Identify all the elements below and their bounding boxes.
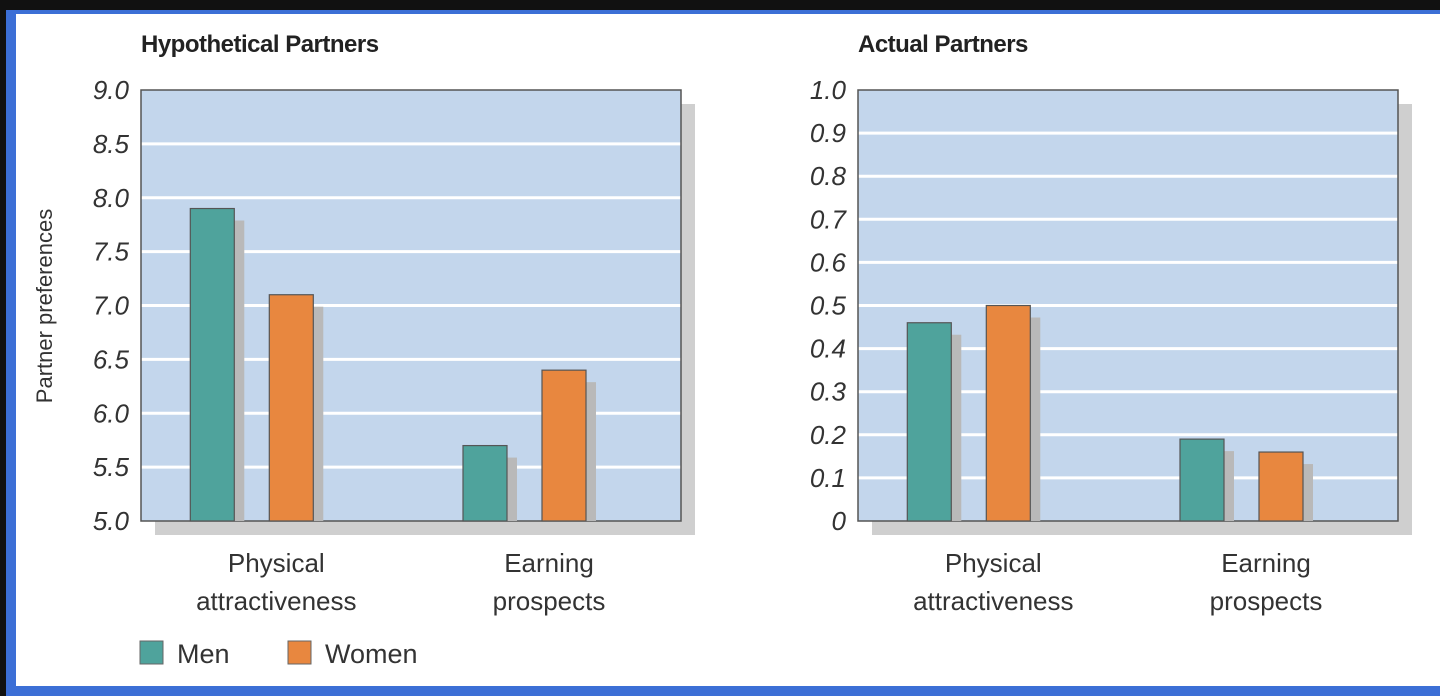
y-tick-label: 0.9 <box>810 118 846 148</box>
y-tick-label: 1.0 <box>810 75 847 105</box>
bar-men <box>189 207 235 522</box>
bar-women <box>268 294 314 522</box>
y-tick-label: 0.8 <box>810 161 847 191</box>
y-tick-label: 0.3 <box>810 377 847 407</box>
y-tick-label: 9.0 <box>93 75 130 105</box>
chart-title: Hypothetical Partners <box>141 31 379 58</box>
x-category-label: attractiveness <box>913 586 1073 616</box>
x-category-label: attractiveness <box>196 586 356 616</box>
y-axis-label: Partner preferences <box>32 209 57 403</box>
plot-border <box>140 89 682 522</box>
y-tick-label: 5.5 <box>93 452 130 482</box>
y-tick-label: 8.5 <box>93 129 130 159</box>
y-tick-label: 6.5 <box>93 344 130 374</box>
y-tick-label: 7.5 <box>93 237 130 267</box>
y-tick-label: 0.7 <box>810 204 848 234</box>
y-tick-label: 0 <box>832 506 847 536</box>
y-tick-label: 0.5 <box>810 291 847 321</box>
bar-men <box>462 444 508 522</box>
y-tick-label: 0.4 <box>810 334 846 364</box>
y-tick-label: 0.6 <box>810 247 847 277</box>
y-tick-label: 5.0 <box>93 506 130 536</box>
x-category-label: prospects <box>1210 586 1323 616</box>
y-tick-label: 0.2 <box>810 420 847 450</box>
chart-title: Actual Partners <box>858 31 1028 58</box>
y-tick-label: 7.0 <box>93 291 130 321</box>
y-tick-label: 8.0 <box>93 183 130 213</box>
x-category-label: Physical <box>945 548 1042 578</box>
bar-men <box>906 322 952 522</box>
legend-swatch-women <box>287 640 312 665</box>
x-category-label: Earning <box>504 548 594 578</box>
x-category-label: prospects <box>493 586 606 616</box>
x-category-label: Earning <box>1221 548 1311 578</box>
bar-women <box>541 369 587 522</box>
bar-men <box>1179 438 1225 522</box>
legend-swatch-men <box>139 640 164 665</box>
bar-women <box>985 304 1031 522</box>
plot-border <box>857 89 1399 522</box>
legend-label-women: Women <box>325 639 418 669</box>
y-tick-label: 6.0 <box>93 398 130 428</box>
legend-label-men: Men <box>177 639 230 669</box>
bar-women <box>1258 451 1304 522</box>
x-category-label: Physical <box>228 548 325 578</box>
y-tick-label: 0.1 <box>810 463 846 493</box>
